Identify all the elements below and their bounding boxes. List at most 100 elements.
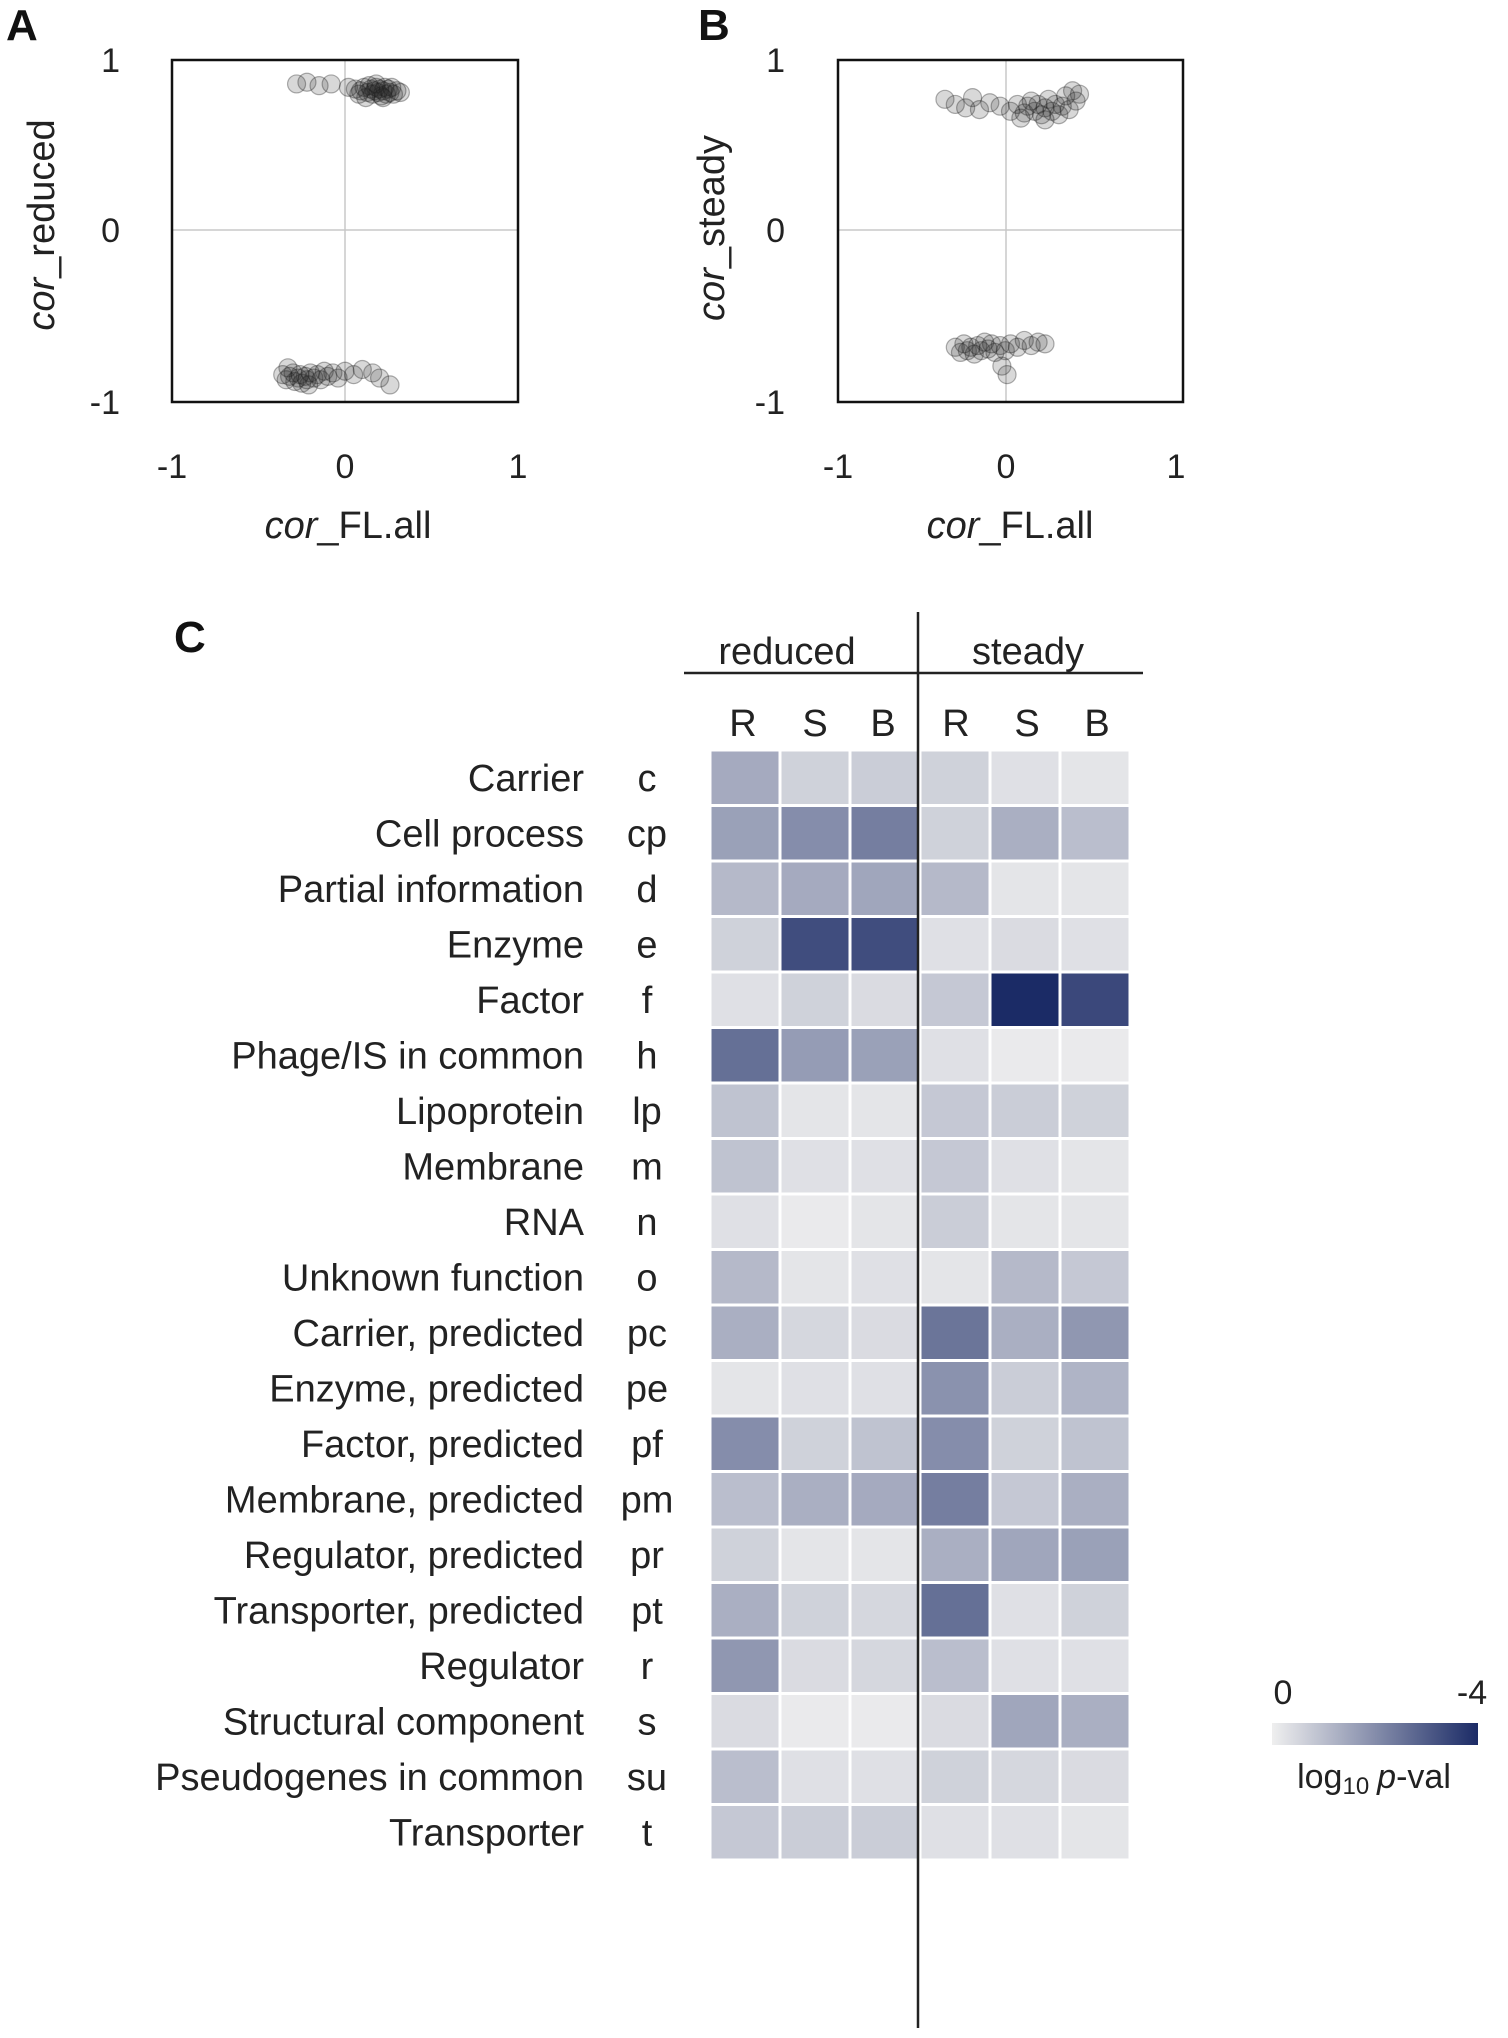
x-axis-label-a: cor_FL.all [265,505,432,547]
heatmap-cell [781,1639,849,1692]
heatmap-cell [1061,1584,1129,1637]
heatmap-cell [1061,807,1129,860]
legend-title-subscript: 10 [1342,1773,1369,1800]
heatmap-cell [921,1417,989,1470]
row-code-lp: lp [632,1091,662,1133]
heatmap-cell [1061,1251,1129,1304]
heatmap-cell [781,918,849,971]
row-label-c: Carrier [468,758,584,800]
y-tick-b-top: 1 [766,42,785,80]
scatter-point [961,337,981,357]
row-code-c: c [638,758,657,800]
x-tick-b-mid: 0 [997,448,1016,486]
row-code-su: su [627,1757,667,1799]
legend-title: log10 p-val [1297,1758,1451,1800]
scatter-point [323,363,343,383]
scatter-point [292,373,312,393]
scatter-point [1014,103,1034,123]
x-tick-a-left: -1 [157,448,187,486]
heatmap-cell [851,1750,919,1803]
heatmap-cell [851,1306,919,1359]
heatmap-cell [1061,1029,1129,1082]
row-label-n: RNA [504,1202,585,1244]
y-tick-b-bottom: -1 [755,384,785,422]
row-label-s: Structural component [223,1701,585,1743]
heatmap-cell [711,1806,779,1859]
column-label-reduced-r: R [729,703,756,745]
scatter-point [1014,330,1034,351]
plot-frame-b [836,58,1185,404]
heatmap-cell [921,751,989,804]
scatter-point [273,365,293,385]
scatter-point [954,334,974,354]
heatmap-cell [921,1473,989,1526]
scatter-point [297,370,317,390]
column-label-reduced-b: B [870,703,895,745]
heatmap-cell [781,1750,849,1803]
heatmap-cell [711,1251,779,1304]
scatter-point [304,368,324,388]
row-labels: Carrier c Cell process cp Partial informatio… [155,758,673,1855]
scatter-point [357,82,378,103]
heatmap-cell [781,1473,849,1526]
scatter-point [311,370,331,390]
heatmap-cell [851,807,919,860]
x-tick-b-right: 1 [1167,448,1186,486]
heatmap-cell [991,1195,1059,1248]
scatter-point [1069,84,1090,104]
scatter-point [309,76,329,96]
heatmap-cell [1061,1639,1129,1692]
color-legend: 0 -4 log10 p-val [1272,1674,1487,1800]
panel-letter-b: B [698,1,730,50]
heatmap-cell [711,1584,779,1637]
heatmap-cell [711,1362,779,1415]
scatter-point [956,98,976,118]
scatter-point [290,365,310,385]
row-code-pf: pf [631,1424,663,1466]
scatter-point [338,77,359,97]
heatmap-cell [711,1084,779,1137]
scatter-point [945,94,965,115]
heatmap-cell [851,1195,919,1248]
heatmap-cell [921,862,989,915]
plot-frame-a [170,58,520,404]
heatmap-cell [991,1084,1059,1137]
heatmap-cell [711,1029,779,1082]
heatmap-cell [851,1806,919,1859]
heatmap-cell [851,1140,919,1193]
heatmap-cell [851,1528,919,1581]
heatmap-cell [851,862,919,915]
heatmap-cell [781,1806,849,1859]
scatter-point [366,74,386,94]
scatter-point [356,88,376,108]
heatmap-cell [781,862,849,915]
heatmap-cell [851,1584,919,1637]
scatter-point [975,332,995,352]
y-axis-label-a-rest: _reduced [21,119,63,278]
y-tick-b-mid: 0 [766,212,785,250]
heatmap-cell [711,1306,779,1359]
scatter-point [980,93,1000,113]
scatter-point [1066,91,1086,111]
x-axis-label-b-italic: cor [927,505,981,547]
scatter-plot-a: 1 0 -1 -1 0 1 cor_FL.all cor_reduced [21,42,527,547]
heatmap-cell [991,1362,1059,1415]
scatter-point [1059,99,1079,120]
scatter-point [283,363,303,383]
heatmap-cell [1061,973,1129,1026]
heatmap-cell [711,862,779,915]
heatmap-cell [711,807,779,860]
row-label-pm: Membrane, predicted [225,1479,584,1521]
scatter-point [1007,337,1028,357]
row-label-o: Unknown function [282,1257,584,1299]
row-label-e: Enzyme [447,924,584,966]
row-label-pt: Transporter, predicted [214,1590,584,1632]
y-axis-label-b-italic: cor [691,267,733,321]
legend-max-label: -4 [1457,1674,1487,1712]
scatter-plot-b: 1 0 -1 -1 0 1 cor_FL.all cor_steady [691,42,1185,547]
heatmap-cell [781,1306,849,1359]
row-code-e: e [636,924,657,966]
row-code-pr: pr [630,1535,664,1577]
scatter-point [366,77,386,97]
scatter-point [1028,332,1048,352]
